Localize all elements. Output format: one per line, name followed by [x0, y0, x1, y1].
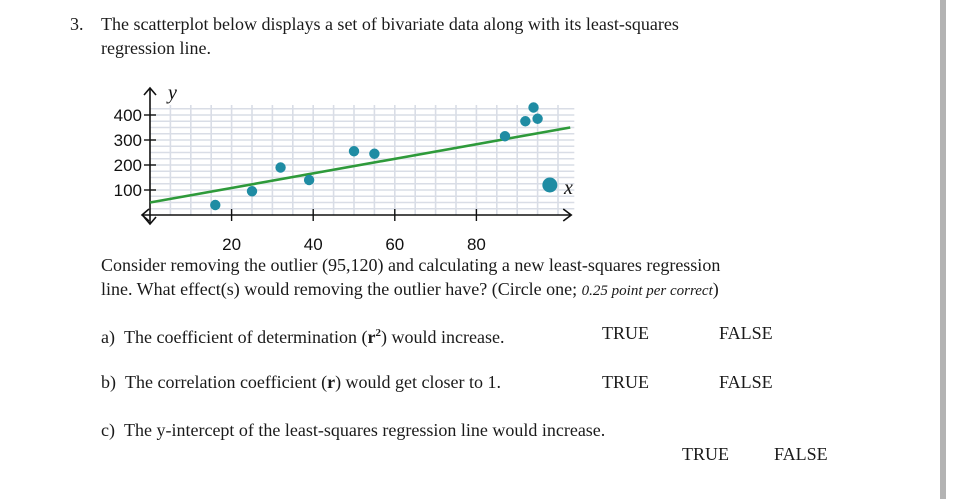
- x-tick-label: 20: [222, 235, 241, 254]
- data-point: [532, 113, 543, 124]
- data-point: [275, 162, 286, 173]
- plot-ticks: 20 40 60 80 100 200 300 400: [114, 106, 486, 254]
- x-tick-label: 80: [467, 235, 486, 254]
- data-point: [528, 102, 539, 113]
- x-axis-arrow: [562, 208, 573, 222]
- item-c-false[interactable]: FALSE: [774, 444, 828, 464]
- item-a: a) The coefficient of determination (r2)…: [101, 322, 505, 348]
- item-a-symbol: r: [367, 327, 376, 347]
- data-point: [348, 146, 360, 157]
- regression-line-layer: [149, 126, 571, 204]
- y-tick-label: 200: [114, 156, 142, 175]
- y-axis-arrow: [143, 86, 157, 96]
- y-tick-label: 300: [114, 131, 142, 150]
- item-a-text-post: ) would increase.: [381, 327, 505, 347]
- y-axis-label: y: [166, 82, 177, 104]
- x-axis-label: x: [563, 177, 573, 199]
- item-a-text-pre: The coefficient of determination (: [123, 327, 368, 347]
- item-a-letter: a): [101, 327, 115, 347]
- question-line-1: The scatterplot below displays a set of …: [101, 14, 679, 34]
- item-a-true[interactable]: TRUE: [602, 323, 649, 343]
- prompt-line-2-close: ): [712, 279, 719, 299]
- y-tick-label: 400: [114, 106, 142, 125]
- item-c-text: The y-intercept of the least-squares reg…: [123, 420, 606, 440]
- question-line-2: regression line.: [101, 38, 211, 58]
- item-b-text-post: ) would get closer to 1.: [335, 372, 502, 392]
- item-b-symbol: r: [327, 372, 336, 392]
- item-b-true[interactable]: TRUE: [602, 372, 649, 392]
- x-tick-label: 40: [304, 235, 323, 254]
- data-point: [520, 116, 531, 127]
- x-tick-label: 60: [385, 235, 404, 254]
- item-a-superscript: 2: [375, 327, 382, 339]
- data-point: [369, 148, 380, 159]
- data-point: [303, 174, 315, 186]
- prompt-line-1: Consider removing the outlier (95,120) a…: [101, 255, 721, 275]
- prompt-line-2-text: line. What effect(s) would removing the …: [101, 279, 582, 299]
- item-a-false[interactable]: FALSE: [719, 323, 773, 343]
- data-point: [499, 131, 511, 142]
- prompt-line-2: line. What effect(s) would removing the …: [101, 278, 719, 302]
- regression-line: [149, 126, 571, 204]
- plot-grid: [150, 105, 575, 215]
- points-note: 0.25 point per correct: [581, 283, 713, 299]
- outlier-point: [542, 177, 558, 193]
- item-c-true[interactable]: TRUE: [682, 444, 729, 464]
- y-tick-label: 100: [114, 181, 142, 200]
- data-points: [210, 102, 558, 211]
- item-b-false[interactable]: FALSE: [719, 372, 773, 392]
- item-c-letter: c): [101, 420, 115, 440]
- y-axis-arrow-bottom: [143, 216, 157, 226]
- item-b: b) The correlation coefficient (r) would…: [101, 371, 501, 393]
- item-c: c) The y-intercept of the least-squares …: [101, 419, 605, 441]
- item-b-text-pre: The correlation coefficient (: [125, 372, 328, 392]
- data-point: [210, 199, 221, 211]
- page-edge-bar: [940, 0, 946, 499]
- question-number: 3.: [70, 14, 84, 34]
- data-point: [246, 186, 258, 197]
- item-b-letter: b): [101, 372, 116, 392]
